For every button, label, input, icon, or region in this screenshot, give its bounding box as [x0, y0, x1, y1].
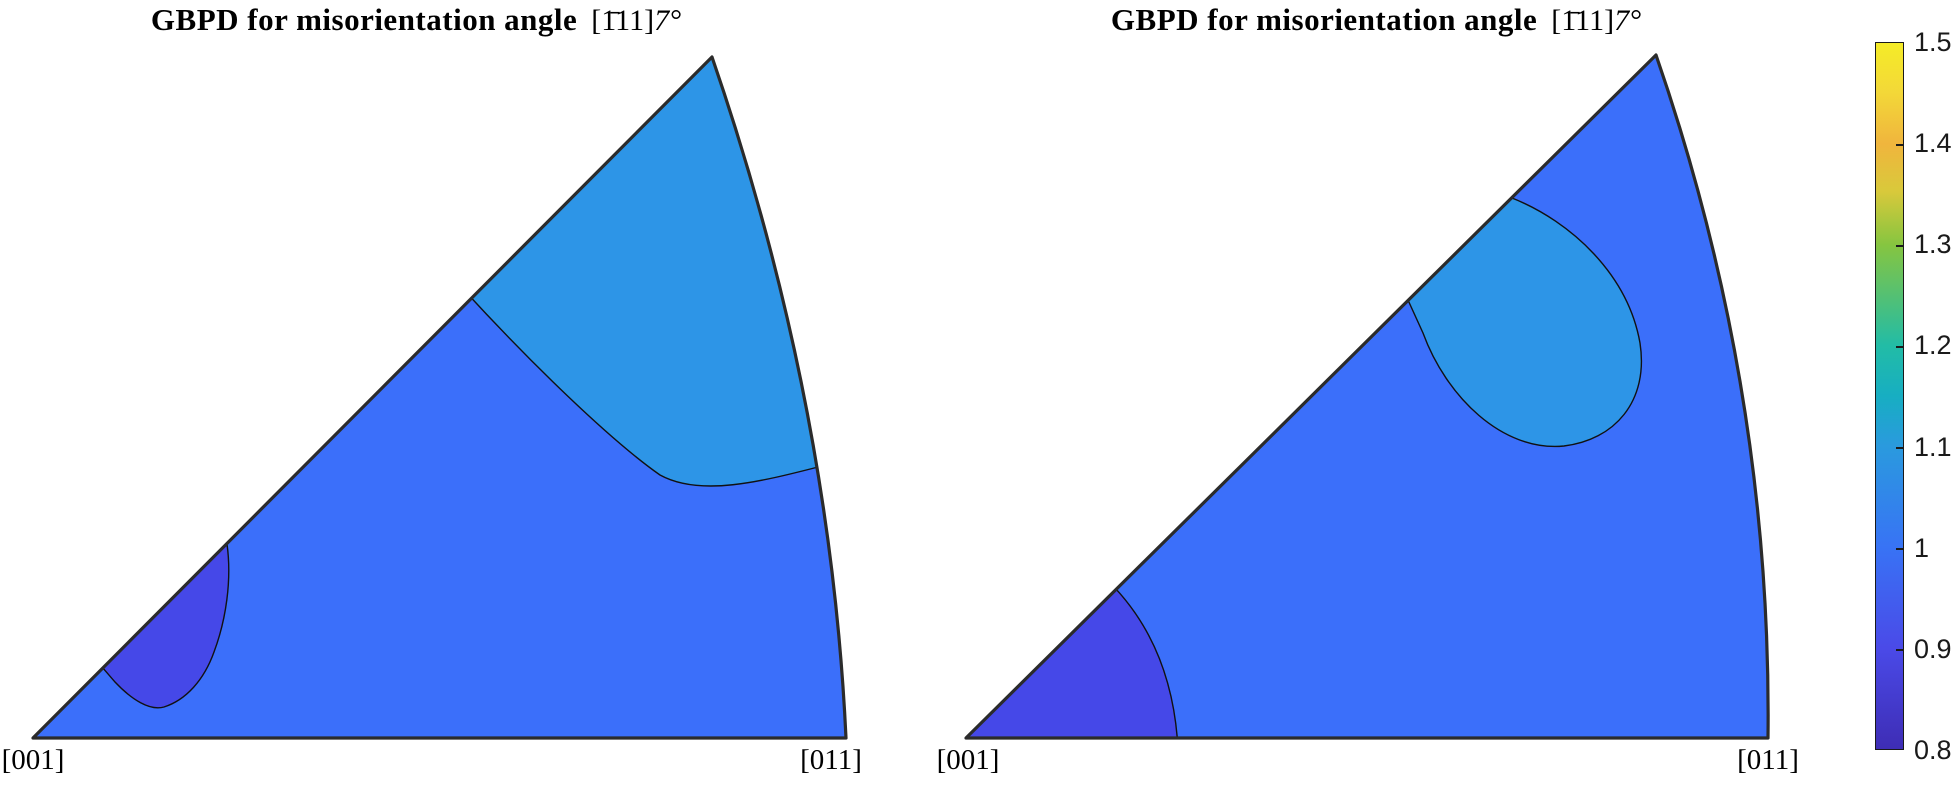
left-title-axis: [1̄11] [591, 4, 655, 37]
colorbar-tick-label: 1.2 [1914, 330, 1952, 361]
right-contour-low [1102, 575, 1179, 738]
right-title-axis: [1̄11] [1551, 4, 1615, 37]
left-contour-high [463, 289, 823, 487]
right-band-high [1408, 198, 1642, 447]
colorbar-tick-label: 1.5 [1914, 27, 1952, 57]
left-band-low [100, 544, 229, 708]
right-ipf-triangle [964, 53, 1770, 740]
left-title-angle: 7° [654, 4, 682, 37]
colorbar-tick-label: 1 [1914, 532, 1930, 563]
colorbar-tick-label: 1.3 [1914, 229, 1952, 260]
left-ipf-triangle [31, 55, 848, 740]
left-title-text: GBPD for misorientation angle [150, 2, 578, 37]
colorbar-tick-label: 0.9 [1914, 633, 1952, 664]
colorbar-tick-label: 0.8 [1914, 734, 1952, 765]
colorbar-tick-label: 1.1 [1914, 431, 1952, 462]
left-corner-001: [001] [1, 744, 65, 776]
colorbar-tick-mark [1896, 649, 1903, 651]
colorbar-tick-mark [1896, 144, 1903, 146]
left-corner-011: [011] [800, 744, 862, 776]
left-contour-low [99, 543, 230, 709]
right-title-text: GBPD for misorientation angle [1110, 2, 1538, 37]
right-corner-011: [011] [1737, 744, 1799, 776]
right-band-mid [966, 55, 1769, 738]
colorbar-tick-mark [1896, 548, 1903, 550]
left-plot-title: GBPD for misorientation angle [1̄11]7° [151, 2, 681, 38]
right-corner-001: [001] [936, 744, 1000, 776]
colorbar [1875, 42, 1904, 750]
colorbar-tick-mark [1896, 346, 1903, 348]
right-plot-title: GBPD for misorientation angle [1̄11]7° [1111, 2, 1641, 38]
left-triangle-outline [31, 55, 848, 740]
right-contour-high [1407, 197, 1643, 448]
colorbar-tick-labels: 1.5 1.4 1.3 1.2 1.1 1 0.9 0.8 [1914, 27, 1952, 765]
right-triangle-outline [964, 53, 1770, 740]
colorbar-tick-label: 1.4 [1914, 128, 1952, 159]
colorbar-tick-mark [1896, 447, 1903, 449]
right-title-angle: 7° [1614, 4, 1642, 37]
colorbar-tick-mark [1896, 245, 1903, 247]
